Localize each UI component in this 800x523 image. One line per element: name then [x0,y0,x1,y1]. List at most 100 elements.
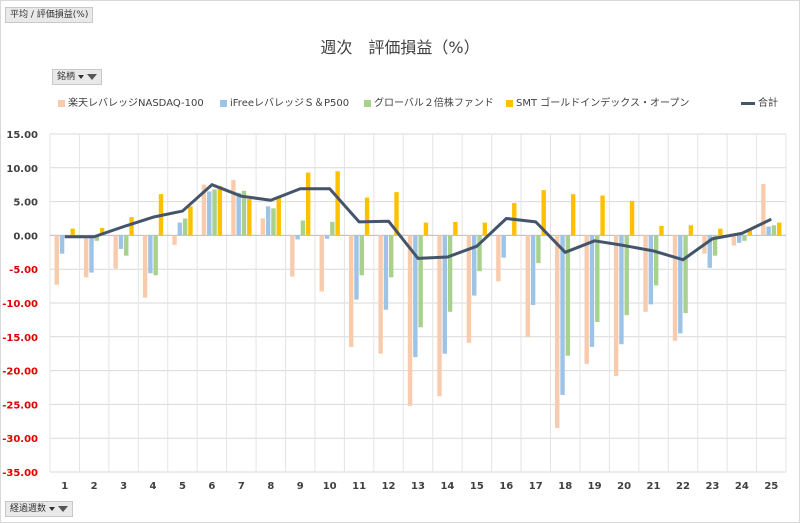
legend-field-label: 銘柄 [57,72,76,82]
y-tick-label: 10.00 [6,164,38,175]
bar [496,235,501,282]
x-tick-label: 25 [764,481,778,492]
legend-swatch [58,99,65,107]
dropdown-arrow-icon [78,74,85,79]
report-filter-field-button[interactable]: 平均 / 評価損益(%) [5,7,94,23]
axis-field-button[interactable]: 経過週数 [5,501,74,517]
bar [113,235,118,269]
x-tick-label: 7 [238,481,245,492]
y-tick-label: 0.00 [13,231,38,242]
bar [319,235,324,292]
y-tick-label: -10.00 [2,299,38,310]
x-tick-label: 13 [411,481,425,492]
y-tick-label: -5.00 [9,265,38,276]
legend-swatch [506,99,513,107]
bar [247,198,252,236]
bar [182,218,188,236]
bar [447,235,453,312]
bar [212,189,217,236]
bar [506,235,512,236]
bar [747,228,752,236]
bar [771,225,777,236]
y-tick-label: 15.00 [6,130,38,141]
bar [335,171,340,236]
line-series-total [64,183,772,262]
x-tick-label: 5 [179,481,186,492]
x-tick-label: 19 [588,481,602,492]
bar [394,192,399,236]
bar [777,222,782,236]
bar [118,235,124,249]
bar [595,235,600,322]
bar [600,195,605,236]
legend-item: 合計 [741,94,778,109]
y-tick-label: -30.00 [2,434,38,445]
legend-item: iFreeレバレッジＳ＆P500 [220,94,349,109]
bar [54,235,59,285]
bar [418,235,423,328]
bar [672,235,678,341]
chart-legend: 楽天レバレッジNASDAQ-100 iFreeレバレッジＳ＆P500 グローバル２倍… [58,94,788,110]
bar [477,235,482,272]
bar [231,179,236,236]
bar [423,222,429,236]
bar [290,235,295,277]
bar [241,190,247,236]
bar [207,191,212,236]
legend-label: iFreeレバレッジＳ＆P500 [230,98,350,109]
bar [555,235,560,429]
bar [766,226,771,236]
bar [613,235,619,377]
bar [177,222,183,236]
bar [348,235,354,347]
bar [260,218,266,236]
bar [359,235,364,276]
legend-swatch [364,99,371,107]
bar [648,235,654,305]
report-filter-label: 平均 / 評価損益(%) [10,10,89,20]
bar [453,221,458,236]
bar [300,220,306,236]
y-tick-label: -35.00 [2,468,38,479]
x-tick-label: 17 [529,481,543,492]
bar [742,235,747,241]
bar [437,235,442,397]
bar [271,208,276,236]
legend-item: 楽天レバレッジNASDAQ-100 [58,94,204,109]
bar [354,235,359,300]
dropdown-arrow-icon [49,506,56,511]
bar [678,235,683,334]
bar [712,235,718,256]
bar [629,200,635,236]
bar [70,228,75,236]
bar [59,235,65,254]
bar [413,235,418,358]
bar [718,228,723,236]
x-tick-label: 18 [558,481,572,492]
bar [653,235,659,286]
x-tick-label: 21 [647,481,661,492]
bar [378,235,383,354]
legend-field-button[interactable]: 銘柄 [52,69,103,85]
x-tick-label: 15 [470,481,484,492]
bar [761,184,766,236]
bar [530,235,536,306]
bar [688,225,694,236]
bar [624,235,629,316]
bar [142,235,148,298]
bar [330,221,335,236]
chart-title: 週次 評価損益（%） [320,38,480,57]
bar [525,235,531,337]
bar [570,194,576,236]
bar [129,217,134,236]
legend-item: グローバル２倍株ファンド [364,94,494,109]
x-tick-label: 4 [150,481,157,492]
bar [383,235,389,310]
y-tick-label: -25.00 [2,400,38,411]
bar [364,197,370,236]
axis-field-label: 経過週数 [10,504,47,514]
bar [659,225,664,236]
bar [89,235,94,273]
bar [99,227,105,236]
